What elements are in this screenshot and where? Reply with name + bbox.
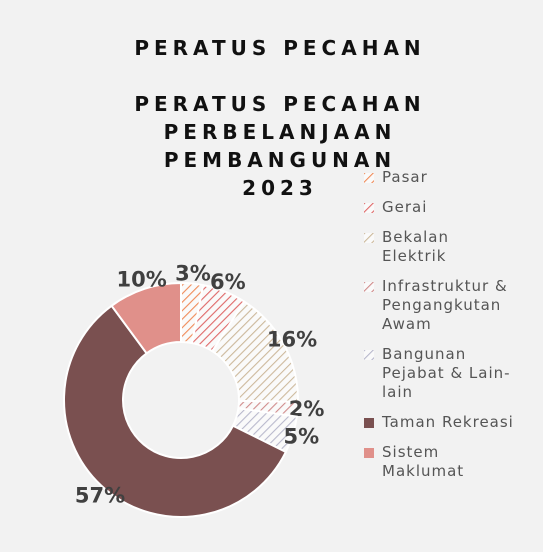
data-label: 10% [117, 267, 167, 291]
legend-label: Bekalan Elektrik [382, 228, 449, 265]
legend-swatch [364, 203, 374, 213]
data-label: 16% [267, 327, 317, 351]
legend-item: Sistem Maklumat [364, 443, 534, 481]
data-label: 3% [175, 262, 211, 286]
legend-item: Pasar [364, 168, 534, 187]
legend: Pasar Gerai Bekalan Elektrik Infrastruktur … [364, 168, 534, 481]
swatch-fill [364, 282, 374, 292]
swatch-fill [364, 173, 374, 183]
data-label: 57% [75, 484, 125, 508]
legend-swatch [364, 448, 374, 458]
legend-label: Pasar [382, 168, 428, 186]
legend-item: Taman Rekreasi [364, 413, 534, 432]
data-label: 5% [283, 424, 319, 448]
legend-swatch [364, 350, 374, 360]
legend-label: Sistem Maklumat [382, 443, 465, 480]
subtitle-line: PERBELANJAAN [163, 120, 397, 144]
legend-swatch [364, 282, 374, 292]
subtitle-line: PERATUS PECAHAN [134, 92, 426, 116]
chart-title: PERATUS PECAHAN [134, 36, 426, 60]
legend-item: Bekalan Elektrik [364, 228, 534, 266]
chart-subtitle: PERATUS PECAHAN PERBELANJAAN PEMBANGUNAN 20… [110, 90, 450, 202]
legend-label: Taman Rekreasi [382, 413, 514, 431]
donut-slice [110, 281, 182, 355]
swatch-fill [364, 233, 374, 243]
donut-slice [63, 304, 288, 518]
swatch-fill [364, 203, 374, 213]
swatch-fill [364, 448, 374, 458]
data-label: 6% [210, 270, 246, 294]
subtitle-line: 2023 [242, 176, 318, 200]
legend-item: Gerai [364, 198, 534, 217]
swatch-fill [364, 418, 374, 428]
swatch-fill [364, 350, 374, 360]
legend-label: Bangunan Pejabat & Lain-lain [382, 345, 511, 401]
legend-label: Gerai [382, 198, 428, 216]
legend-item: Infrastruktur & Pengangkutan Awam [364, 277, 534, 334]
legend-label: Infrastruktur & Pengangkutan Awam [382, 277, 508, 333]
legend-swatch [364, 173, 374, 183]
legend-item: Bangunan Pejabat & Lain-lain [364, 345, 534, 402]
legend-swatch [364, 418, 374, 428]
legend-swatch [364, 233, 374, 243]
subtitle-line: PEMBANGUNAN [163, 148, 397, 172]
